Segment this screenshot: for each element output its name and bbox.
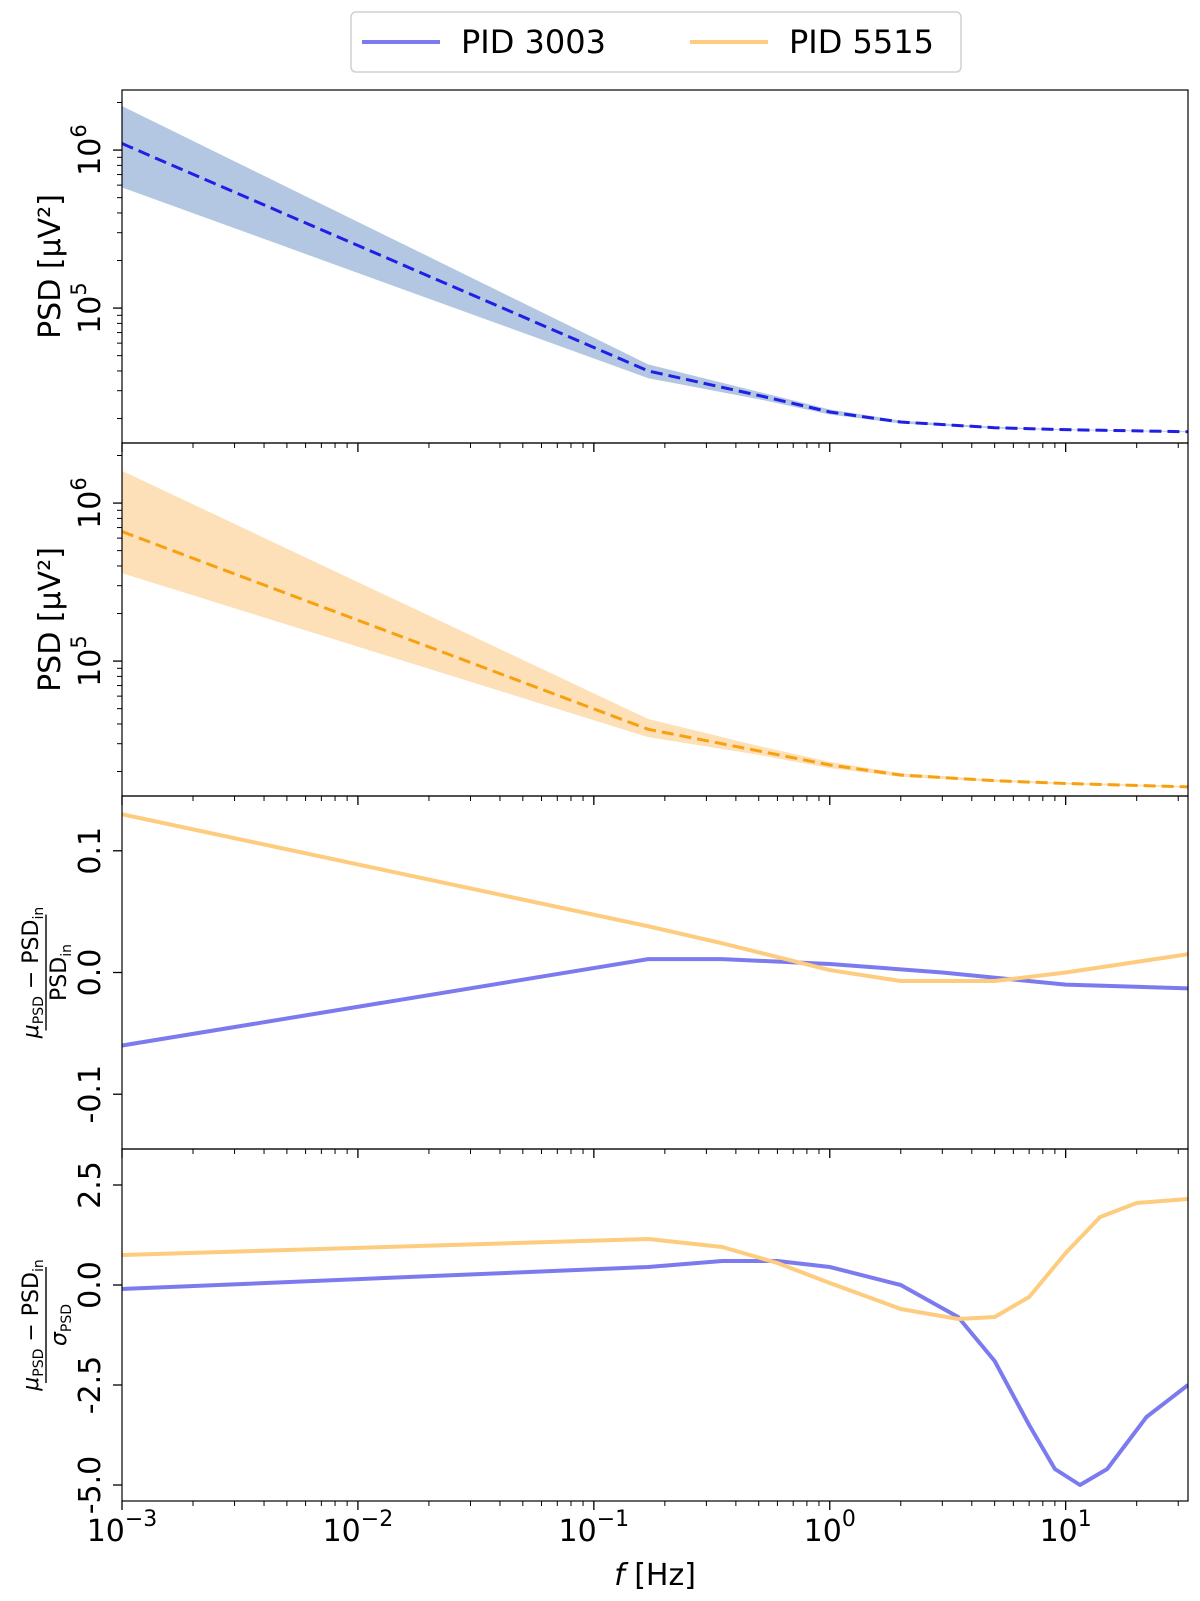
y-tick-label: 0.0	[73, 1261, 108, 1309]
series-line-pid-3003	[122, 957, 1188, 1048]
panel-frame	[121, 1148, 1189, 1502]
y-label-mu: μ	[19, 1024, 44, 1039]
x-tick-label: 101	[1040, 1507, 1092, 1549]
y-tick-label: -0.1	[73, 1065, 108, 1124]
legend-item-pid-3003: PID 3003	[362, 23, 606, 61]
y-tick-label: 106	[67, 124, 108, 176]
y-label-denominator: PSDin	[47, 944, 75, 1001]
y-axis-label: PSD [μV²]	[33, 547, 68, 692]
series-line-pid-5515	[122, 1197, 1188, 1321]
y-label-denominator: σPSD	[47, 1304, 75, 1346]
y-tick-exponent: 5	[67, 282, 91, 295]
series-line-pid-3003	[122, 1259, 1188, 1487]
y-tick-label: 106	[67, 477, 108, 529]
x-tick-base: 10	[87, 1514, 125, 1549]
series-line-pid-5515	[122, 812, 1188, 984]
y-tick-base: 10	[73, 649, 108, 687]
x-tick-exponent: −1	[597, 1507, 629, 1532]
y-label-numerator: μPSD − PSDin	[19, 1259, 47, 1391]
x-tick-label: 10−3	[87, 1507, 158, 1549]
x-tick-exponent: 0	[842, 1507, 856, 1532]
x-tick-base: 10	[559, 1514, 597, 1549]
y-label-numerator: μPSD − PSDin	[19, 907, 47, 1039]
y-label-rest: − PSD	[19, 920, 44, 997]
plot-area-psd-3003	[122, 106, 1188, 434]
x-tick-base: 10	[804, 1514, 842, 1549]
plot-area-psd-5515	[122, 470, 1188, 789]
x-tick-label: 100	[804, 1507, 856, 1549]
y-tick-base: 10	[73, 296, 108, 334]
x-axis-label: f [Hz]	[614, 1558, 696, 1593]
y-label-rest-sub: in	[31, 907, 47, 920]
y-tick-label: 0.1	[73, 827, 108, 875]
x-tick-base: 10	[323, 1514, 361, 1549]
y-tick-base: 10	[73, 491, 108, 529]
y-tick-label: 2.5	[73, 1161, 108, 1209]
y-tick-label: -2.5	[73, 1356, 108, 1415]
legend-frame	[350, 11, 962, 73]
sample-band-psd-3003	[122, 106, 1188, 433]
x-tick-exponent: 1	[1078, 1507, 1092, 1532]
y-axis-label: PSD [μV²]	[33, 194, 68, 339]
y-tick-label: 105	[67, 282, 108, 334]
legend-label: PID 3003	[461, 23, 606, 61]
y-label-den-sub: in	[59, 944, 75, 957]
y-label-den-main: PSD	[47, 957, 72, 1001]
mean-line-psd-5515	[122, 530, 1188, 789]
y-label-mu: μ	[19, 1377, 44, 1392]
x-tick-exponent: −3	[125, 1507, 157, 1532]
y-tick-exponent: 6	[67, 477, 91, 490]
y-label-mu-sub: PSD	[31, 1349, 47, 1377]
x-axis-label-unit: [Hz]	[625, 1558, 696, 1593]
mean-line-psd-3003	[122, 142, 1188, 434]
plot-area-rel-dev	[122, 812, 1188, 1048]
x-tick-exponent: −2	[361, 1507, 393, 1532]
y-tick-label: 105	[67, 635, 108, 687]
y-tick-label: -5.0	[73, 1456, 108, 1515]
legend-item-pid-5515: PID 5515	[690, 23, 934, 61]
y-tick-base: 10	[73, 138, 108, 176]
y-tick-exponent: 6	[67, 124, 91, 137]
y-label-mu-sub: PSD	[31, 996, 47, 1024]
sample-band-psd-5515	[122, 470, 1188, 788]
y-label-rest-sub: in	[31, 1259, 47, 1272]
y-tick-label: 0.0	[73, 949, 108, 997]
x-tick-label: 10−1	[559, 1507, 630, 1549]
legend: PID 3003 PID 5515	[350, 11, 962, 73]
plot-area-norm-dev	[122, 1197, 1188, 1487]
x-tick-label: 10−2	[323, 1507, 394, 1549]
panel-frame	[121, 89, 1189, 444]
y-tick-exponent: 5	[67, 635, 91, 648]
y-label-den-main: σ	[47, 1331, 72, 1346]
y-label-rest: − PSD	[19, 1272, 44, 1349]
y-label-den-sub: PSD	[59, 1304, 75, 1332]
x-tick-base: 10	[1040, 1514, 1078, 1549]
legend-label: PID 5515	[789, 23, 934, 61]
